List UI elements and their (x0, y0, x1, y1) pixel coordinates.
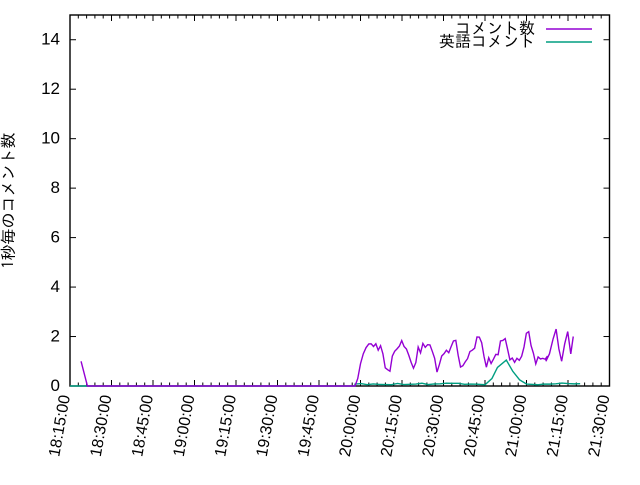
svg-text:6: 6 (51, 228, 60, 247)
svg-text:1秒毎のコメント数: 1秒毎のコメント数 (0, 133, 16, 269)
svg-text:0: 0 (51, 376, 60, 395)
svg-text:14: 14 (41, 30, 60, 49)
svg-text:英語コメント: 英語コメント (439, 33, 535, 49)
svg-text:12: 12 (41, 79, 60, 98)
svg-text:8: 8 (51, 178, 60, 197)
svg-text:10: 10 (41, 129, 60, 148)
svg-text:2: 2 (51, 327, 60, 346)
svg-text:4: 4 (51, 277, 60, 296)
